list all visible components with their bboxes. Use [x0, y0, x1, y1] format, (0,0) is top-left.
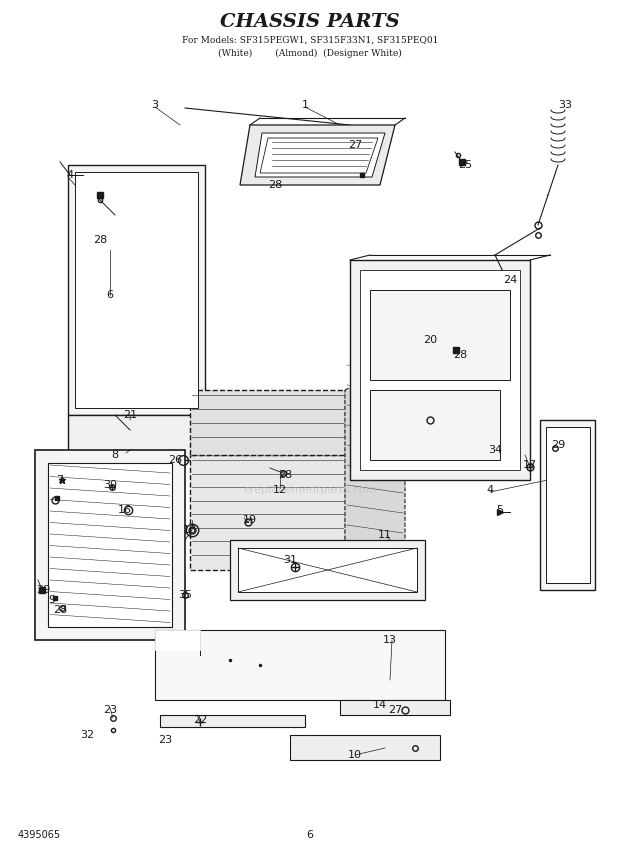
Text: 28: 28 — [278, 470, 292, 480]
Text: 26: 26 — [168, 455, 182, 465]
Text: 10: 10 — [348, 750, 362, 760]
Text: 13: 13 — [383, 635, 397, 645]
Polygon shape — [370, 290, 510, 380]
Polygon shape — [345, 360, 405, 570]
Text: 4395065: 4395065 — [18, 830, 61, 840]
Text: 24: 24 — [503, 275, 517, 285]
Text: 20: 20 — [423, 335, 437, 345]
Polygon shape — [35, 450, 185, 640]
Text: 16: 16 — [118, 505, 132, 515]
Polygon shape — [238, 548, 417, 592]
Text: 33: 33 — [558, 100, 572, 110]
Text: 11: 11 — [378, 530, 392, 540]
Text: 7: 7 — [56, 475, 64, 485]
Text: 35: 35 — [178, 590, 192, 600]
Text: 25: 25 — [458, 160, 472, 170]
Text: 18: 18 — [183, 525, 197, 535]
Text: 32: 32 — [80, 730, 94, 740]
Polygon shape — [360, 270, 520, 470]
Text: 29: 29 — [36, 585, 50, 595]
Text: 3: 3 — [151, 100, 159, 110]
Text: 30: 30 — [103, 480, 117, 490]
Polygon shape — [340, 700, 450, 715]
Polygon shape — [370, 390, 500, 460]
Text: 21: 21 — [123, 410, 137, 420]
Polygon shape — [540, 420, 595, 590]
Text: 4: 4 — [487, 485, 494, 495]
Text: 9: 9 — [48, 595, 56, 605]
Polygon shape — [155, 630, 445, 700]
Polygon shape — [240, 125, 395, 185]
Polygon shape — [546, 427, 590, 583]
Polygon shape — [190, 455, 345, 570]
Text: 28: 28 — [453, 350, 467, 360]
Text: 29: 29 — [551, 440, 565, 450]
Text: 12: 12 — [273, 485, 287, 495]
Text: 17: 17 — [523, 460, 537, 470]
Polygon shape — [290, 735, 440, 760]
Text: 27: 27 — [388, 705, 402, 715]
Polygon shape — [230, 540, 425, 600]
Polygon shape — [350, 260, 530, 480]
Text: 1: 1 — [301, 100, 309, 110]
Text: 28: 28 — [268, 180, 282, 190]
Text: 28: 28 — [93, 235, 107, 245]
Text: 6: 6 — [306, 830, 314, 840]
Polygon shape — [48, 463, 172, 627]
Polygon shape — [155, 630, 200, 650]
Text: For Models: SF315PEGW1, SF315F33N1, SF315PEQ01: For Models: SF315PEGW1, SF315F33N1, SF31… — [182, 35, 438, 45]
Polygon shape — [255, 133, 385, 177]
Text: CHASSIS PARTS: CHASSIS PARTS — [220, 13, 400, 31]
Text: 28: 28 — [53, 605, 67, 615]
Polygon shape — [75, 172, 198, 408]
Text: 4: 4 — [66, 170, 74, 180]
Polygon shape — [190, 390, 345, 455]
Text: 14: 14 — [373, 700, 387, 710]
Polygon shape — [68, 415, 200, 460]
Text: 27: 27 — [348, 140, 362, 150]
Text: 31: 31 — [283, 555, 297, 565]
Text: (White)        (Almond)  (Designer White): (White) (Almond) (Designer White) — [218, 49, 402, 57]
Polygon shape — [260, 138, 378, 173]
Text: 23: 23 — [103, 705, 117, 715]
Polygon shape — [160, 715, 305, 727]
Polygon shape — [68, 165, 205, 415]
Text: 22: 22 — [193, 715, 207, 725]
Text: ereplacementparts.com: ereplacementparts.com — [243, 485, 377, 495]
Text: 23: 23 — [158, 735, 172, 745]
Text: 6: 6 — [107, 290, 113, 300]
Text: 8: 8 — [112, 450, 118, 460]
Text: 19: 19 — [243, 515, 257, 525]
Text: 34: 34 — [488, 445, 502, 455]
Text: 5: 5 — [497, 505, 503, 515]
